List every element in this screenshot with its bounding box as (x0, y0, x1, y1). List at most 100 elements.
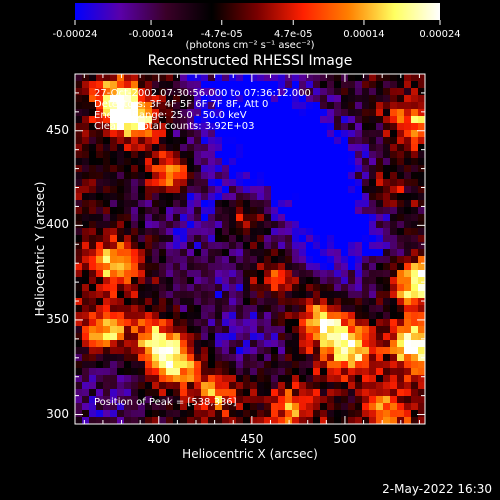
heatmap-cell (418, 305, 426, 313)
heatmap-cell (250, 158, 258, 166)
heatmap-cell (306, 347, 314, 355)
heatmap-cell (243, 207, 251, 215)
heatmap-cell (124, 130, 132, 138)
heatmap-cell (299, 151, 307, 159)
heatmap-cell (131, 354, 139, 362)
heatmap-cell (355, 186, 363, 194)
heatmap-cell (348, 88, 356, 96)
heatmap-cell (180, 389, 188, 397)
heatmap-cell (299, 361, 307, 369)
heatmap-cell (362, 326, 370, 334)
heatmap-cell (404, 242, 412, 250)
heatmap-cell (131, 102, 139, 110)
heatmap-cell (271, 165, 279, 173)
heatmap-cell (271, 417, 279, 425)
heatmap-cell (180, 298, 188, 306)
heatmap-cell (397, 340, 405, 348)
heatmap-cell (222, 123, 230, 131)
heatmap-cell (201, 312, 209, 320)
heatmap-cell (383, 284, 391, 292)
heatmap-cell (96, 235, 104, 243)
heatmap-cell (166, 193, 174, 201)
heatmap-cell (292, 319, 300, 327)
heatmap-cell (320, 263, 328, 271)
chart-title: Reconstructed RHESSI Image (147, 53, 353, 69)
heatmap-cell (292, 326, 300, 334)
colorbar-tick-label: -0.00024 (52, 29, 98, 40)
heatmap-cell (306, 417, 314, 425)
heatmap-cell (299, 200, 307, 208)
heatmap-cell (103, 123, 111, 131)
heatmap-cell (243, 172, 251, 180)
heatmap-cell (320, 165, 328, 173)
heatmap-cell (180, 109, 188, 117)
heatmap-cell (313, 256, 321, 264)
heatmap-cell (166, 298, 174, 306)
heatmap-cell (271, 298, 279, 306)
heatmap-cell (411, 368, 419, 376)
heatmap-cell (250, 221, 258, 229)
heatmap-cell (82, 389, 90, 397)
heatmap-cell (397, 277, 405, 285)
heatmap-cell (117, 158, 125, 166)
heatmap-cell (131, 172, 139, 180)
heatmap-cell (313, 207, 321, 215)
heatmap-cell (264, 81, 272, 89)
heatmap-cell (159, 326, 167, 334)
heatmap-cell (229, 200, 237, 208)
heatmap-cell (96, 291, 104, 299)
heatmap-cell (369, 305, 377, 313)
heatmap-cell (152, 270, 160, 278)
heatmap-cell (159, 382, 167, 390)
heatmap-cell (250, 312, 258, 320)
heatmap-cell (82, 137, 90, 145)
heatmap-cell (264, 249, 272, 257)
heatmap-cell (243, 305, 251, 313)
heatmap-cell (138, 242, 146, 250)
heatmap-cell (404, 270, 412, 278)
heatmap-cell (341, 305, 349, 313)
heatmap-cell (369, 102, 377, 110)
heatmap-cell (124, 389, 132, 397)
heatmap-cell (124, 333, 132, 341)
x-axis-label: Heliocentric X (arcsec) (182, 447, 318, 461)
heatmap-cell (236, 172, 244, 180)
heatmap-cell (292, 179, 300, 187)
heatmap-cell (341, 333, 349, 341)
heatmap-cell (82, 417, 90, 425)
heatmap-cell (362, 382, 370, 390)
heatmap-cell (271, 130, 279, 138)
heatmap-cell (264, 368, 272, 376)
heatmap-cell (285, 256, 293, 264)
heatmap-cell (96, 354, 104, 362)
heatmap-cell (187, 130, 195, 138)
heatmap-cell (96, 319, 104, 327)
heatmap-cell (257, 207, 265, 215)
heatmap-cell (383, 263, 391, 271)
heatmap-cell (264, 270, 272, 278)
heatmap-cell (236, 382, 244, 390)
heatmap-cell (145, 249, 153, 257)
heatmap-cell (355, 109, 363, 117)
heatmap-cell (320, 256, 328, 264)
heatmap-cell (222, 305, 230, 313)
heatmap-cell (194, 403, 202, 411)
heatmap-cell (117, 375, 125, 383)
heatmap-cell (89, 312, 97, 320)
heatmap-cell (117, 312, 125, 320)
heatmap-cell (75, 361, 83, 369)
heatmap-cell (334, 207, 342, 215)
heatmap-cell (257, 172, 265, 180)
heatmap-cell (355, 319, 363, 327)
heatmap-cell (299, 249, 307, 257)
heatmap-cell (117, 389, 125, 397)
heatmap-cell (376, 319, 384, 327)
heatmap-cell (278, 375, 286, 383)
heatmap-cell (362, 368, 370, 376)
heatmap-cell (131, 158, 139, 166)
heatmap-cell (110, 144, 118, 152)
heatmap-cell (145, 186, 153, 194)
heatmap-cell (138, 123, 146, 131)
heatmap-cell (299, 116, 307, 124)
heatmap-cell (383, 116, 391, 124)
